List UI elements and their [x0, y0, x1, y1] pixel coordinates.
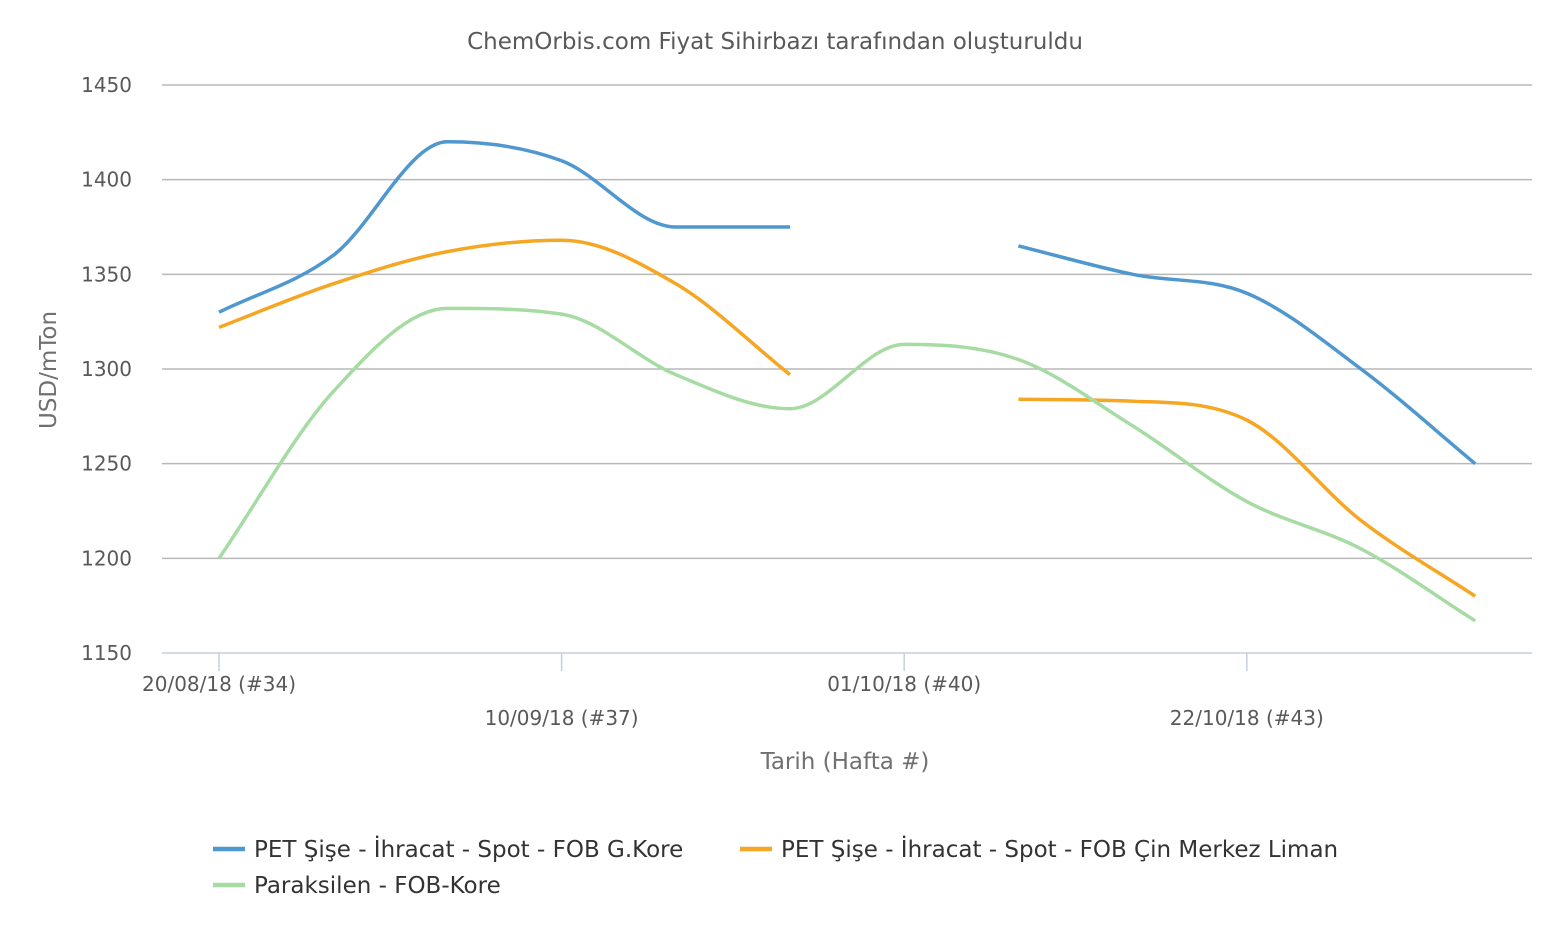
series-line-2-segment-2 [1018, 397, 1477, 598]
legend: PET Şişe - İhracat - Spot - FOB G.Kore PE… [213, 835, 1338, 899]
series-line-3-segment-1 [217, 306, 1477, 623]
y-tick-label: 1150 [81, 641, 132, 665]
series-line-1-segment-2 [1017, 244, 1477, 466]
y-axis-title: USD/mTon [36, 311, 62, 429]
legend-label: Paraksilen - FOB-Kore [254, 873, 501, 899]
y-tick-label: 1400 [81, 168, 132, 192]
y-tick-label: 1200 [81, 546, 132, 570]
x-tick-label: 22/10/18 (#43) [1170, 706, 1324, 730]
x-axis-title: Tarih (Hafta #) [760, 749, 930, 775]
y-tick-label: 1300 [81, 357, 132, 381]
series-lines [217, 140, 1477, 623]
x-tick-label: 01/10/18 (#40) [827, 672, 981, 696]
series-line-2-segment-1 [218, 238, 792, 377]
chart-title: ChemOrbis.com Fiyat Sihirbazı tarafından… [467, 29, 1083, 55]
gridlines [162, 84, 1532, 654]
y-tick-label: 1350 [81, 262, 132, 286]
y-tick-label: 1250 [81, 452, 132, 476]
y-axis-ticks: 1150 1200 1250 1300 1350 1400 1450 [81, 73, 132, 665]
y-tick-label: 1450 [81, 73, 132, 97]
x-tick-label: 20/08/18 (#34) [142, 672, 296, 696]
x-tick-label: 10/09/18 (#37) [485, 706, 639, 730]
series-line-1-segment-1 [218, 140, 790, 314]
x-axis: 20/08/18 (#34) 10/09/18 (#37) 01/10/18 (#4… [142, 653, 1324, 730]
legend-label: PET Şişe - İhracat - Spot - FOB Çin Merk… [781, 835, 1338, 863]
legend-label: PET Şişe - İhracat - Spot - FOB G.Kore [254, 835, 683, 863]
